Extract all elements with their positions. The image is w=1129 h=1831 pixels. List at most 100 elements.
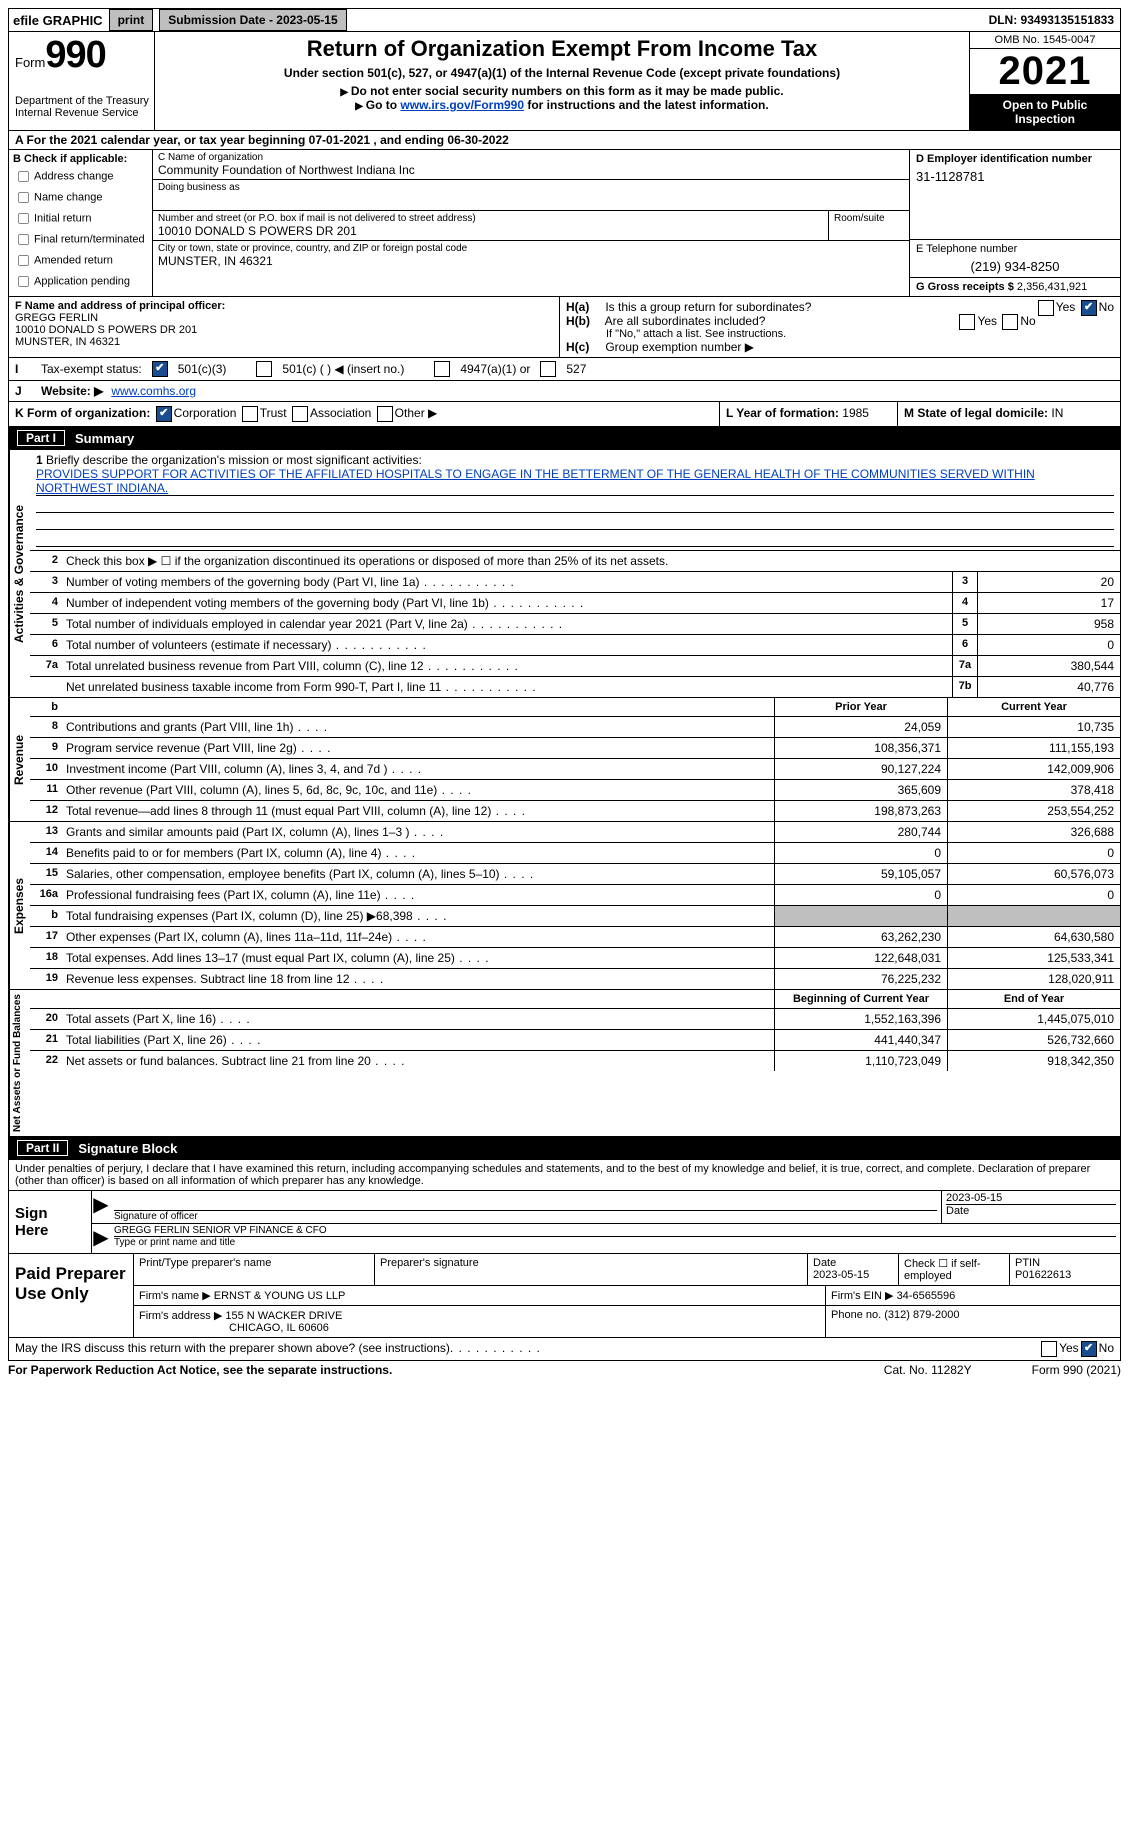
chk-name-change[interactable]: Name change [13,188,148,207]
form-word: Form [15,55,45,70]
paid-preparer-block: Paid Preparer Use Only Print/Type prepar… [8,1254,1121,1338]
chk-501c3[interactable]: ✔ [152,361,168,377]
line-19: 19Revenue less expenses. Subtract line 1… [30,969,1120,989]
hdr-current-year: Current Year [947,698,1120,716]
sig-name: GREGG FERLIN SENIOR VP FINANCE & CFO [114,1225,1116,1236]
prep-self-employed[interactable]: Check ☐ if self-employed [899,1254,1010,1285]
line-8: 8Contributions and grants (Part VIII, li… [30,717,1120,738]
print-button[interactable]: print [109,9,154,31]
row-j-website: J Website: ▶ www.comhs.org [8,381,1121,402]
line-9: 9Program service revenue (Part VIII, lin… [30,738,1120,759]
note-goto: Go to www.irs.gov/Form990 for instructio… [161,98,963,112]
hb-yes[interactable] [959,314,975,330]
sig-arrow-icon-2: ▶ [92,1224,110,1252]
chk-amended[interactable]: Amended return [13,251,148,270]
form-title: Return of Organization Exempt From Incom… [161,36,963,62]
chk-other[interactable] [377,406,393,422]
prep-name-label: Print/Type preparer's name [134,1254,375,1285]
efile-label: efile GRAPHIC [9,13,103,28]
sig-arrow-icon: ▶ [92,1191,110,1223]
chk-app-pending[interactable]: Application pending [13,272,148,291]
phone-label: E Telephone number [916,243,1114,255]
chk-association[interactable] [292,406,308,422]
city-label: City or town, state or province, country… [158,243,904,254]
tax-year: 2021 [970,49,1120,94]
firm-name: ERNST & YOUNG US LLP [214,1290,346,1302]
line-12: 12Total revenue—add lines 8 through 11 (… [30,801,1120,821]
discuss-row: May the IRS discuss this return with the… [8,1338,1121,1361]
ha-no[interactable]: ✔ [1081,300,1097,316]
section-revenue: Revenue b Prior Year Current Year 8Contr… [8,698,1121,822]
org-city: MUNSTER, IN 46321 [158,254,904,268]
line-15: 15Salaries, other compensation, employee… [30,864,1120,885]
ein-value: 31-1128781 [916,169,1114,184]
sig-declaration: Under penalties of perjury, I declare th… [9,1160,1120,1190]
hb-no[interactable] [1002,314,1018,330]
firm-ein: 34-6565596 [897,1290,956,1302]
c-name-label: C Name of organization [158,152,904,163]
submission-date: Submission Date - 2023-05-15 [159,9,346,31]
summary-line-3: 3Number of voting members of the governi… [30,572,1120,593]
chk-501c[interactable] [256,361,272,377]
chk-trust[interactable] [242,406,258,422]
dept-treasury: Department of the Treasury Internal Reve… [15,95,150,119]
chk-corporation[interactable]: ✔ [156,406,172,422]
part1-header: Part I Summary [8,427,1121,450]
org-name: Community Foundation of Northwest Indian… [158,163,904,177]
firm-addr: 155 N WACKER DRIVE [225,1310,342,1322]
line-21: 21Total liabilities (Part X, line 26)441… [30,1030,1120,1051]
note-ssn: Do not enter social security numbers on … [161,84,963,98]
ha-yes[interactable] [1038,300,1054,316]
officer-city: MUNSTER, IN 46321 [15,336,553,348]
room-label: Room/suite [834,213,904,224]
line-13: 13Grants and similar amounts paid (Part … [30,822,1120,843]
summary-line-7a: 7aTotal unrelated business revenue from … [30,656,1120,677]
line-11: 11Other revenue (Part VIII, column (A), … [30,780,1120,801]
sig-date: 2023-05-15 [946,1192,1116,1204]
section-expenses: Expenses 13Grants and similar amounts pa… [8,822,1121,990]
line-22: 22Net assets or fund balances. Subtract … [30,1051,1120,1071]
firm-phone: (312) 879-2000 [884,1309,959,1321]
topbar: efile GRAPHIC print Submission Date - 20… [8,8,1121,32]
sign-here-label: Sign Here [9,1191,92,1253]
line-16a: 16aProfessional fundraising fees (Part I… [30,885,1120,906]
identity-grid: B Check if applicable: Address change Na… [8,150,1121,297]
row-a-calendar: A For the 2021 calendar year, or tax yea… [8,131,1121,150]
line-b: bTotal fundraising expenses (Part IX, co… [30,906,1120,927]
line-18: 18Total expenses. Add lines 13–17 (must … [30,948,1120,969]
signature-block: Under penalties of perjury, I declare th… [8,1160,1121,1254]
discuss-no[interactable]: ✔ [1081,1341,1097,1357]
year-formation: 1985 [842,406,869,420]
open-public-badge: Open to Public Inspection [970,94,1120,130]
paid-preparer-label: Paid Preparer Use Only [9,1254,134,1337]
omb-number: OMB No. 1545-0047 [970,32,1120,49]
line-14: 14Benefits paid to or for members (Part … [30,843,1120,864]
line-17: 17Other expenses (Part IX, column (A), l… [30,927,1120,948]
dln: DLN: 93493135151833 [989,13,1120,27]
irs-link[interactable]: www.irs.gov/Form990 [400,98,524,112]
summary-line-5: 5Total number of individuals employed in… [30,614,1120,635]
footer: For Paperwork Reduction Act Notice, see … [8,1361,1121,1379]
form-header: Form990 Department of the Treasury Inter… [8,32,1121,131]
ein-label: D Employer identification number [916,153,1114,165]
summary-line-7b: Net unrelated business taxable income fr… [30,677,1120,697]
prep-date: 2023-05-15 [813,1269,869,1281]
hb-text: Are all subordinates included? [605,314,766,328]
state-domicile: IN [1051,406,1063,420]
part2-header: Part II Signature Block [8,1137,1121,1160]
website-link[interactable]: www.comhs.org [111,384,196,398]
chk-initial-return[interactable]: Initial return [13,209,148,228]
sig-name-label: Type or print name and title [114,1236,1116,1248]
officer-name: GREGG FERLIN [15,312,553,324]
discuss-yes[interactable] [1041,1341,1057,1357]
ha-text: Is this a group return for subordinates? [605,300,811,314]
chk-527[interactable] [540,361,556,377]
chk-address-change[interactable]: Address change [13,167,148,186]
gross-receipts-label: G Gross receipts $ [916,281,1014,293]
hdr-prior-year: Prior Year [774,698,947,716]
chk-4947[interactable] [434,361,450,377]
chk-final-return[interactable]: Final return/terminated [13,230,148,249]
form-subtitle: Under section 501(c), 527, or 4947(a)(1)… [161,66,963,80]
officer-addr: 10010 DONALD S POWERS DR 201 [15,324,553,336]
addr-label: Number and street (or P.O. box if mail i… [158,213,823,224]
